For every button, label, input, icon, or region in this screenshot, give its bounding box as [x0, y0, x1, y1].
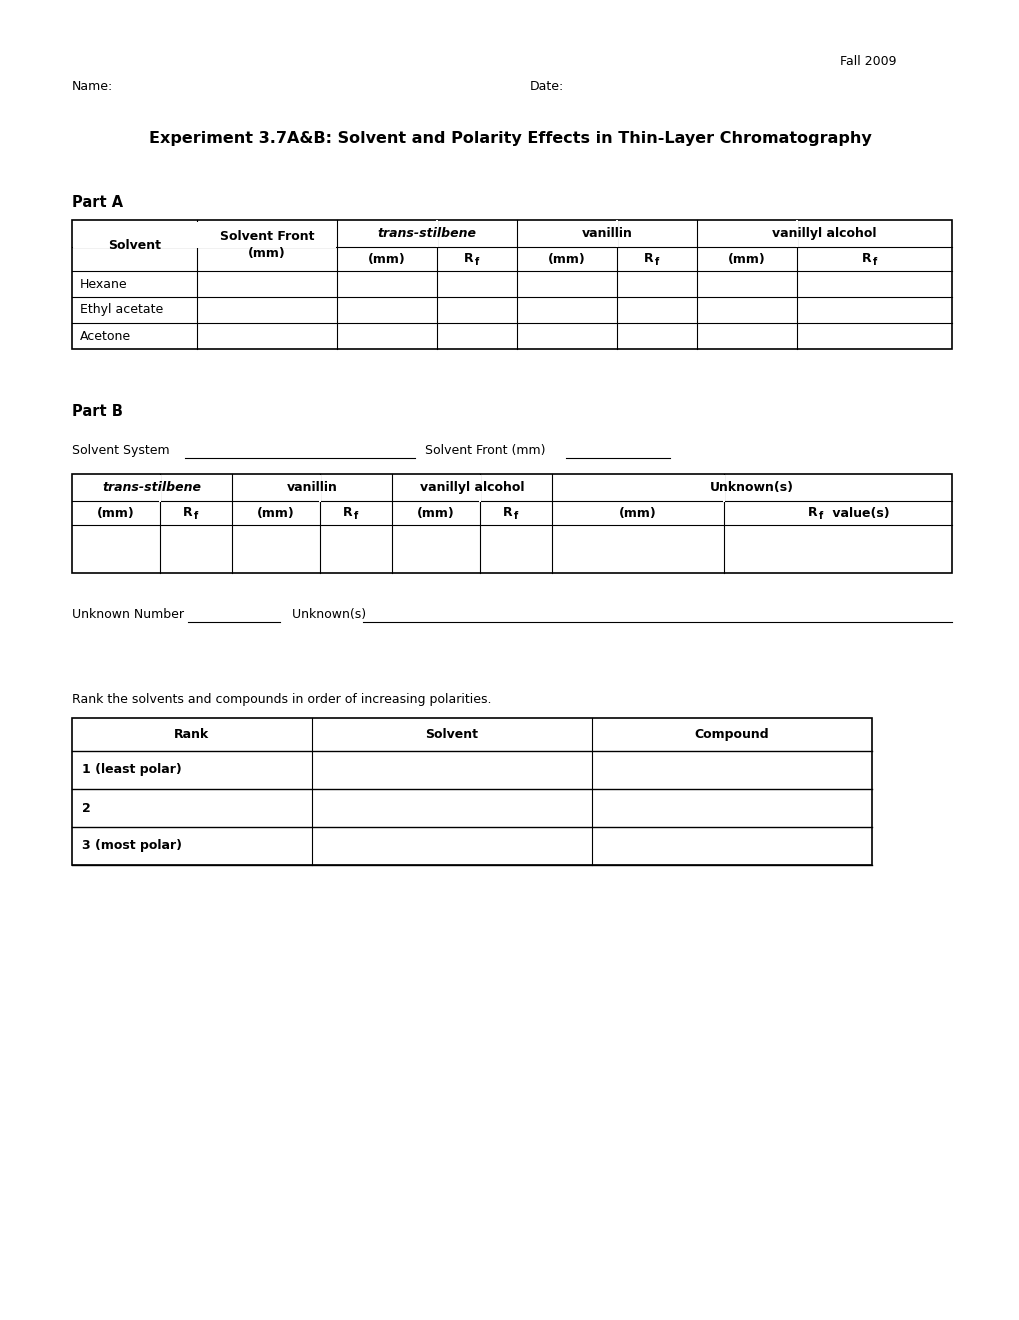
Text: Rank the solvents and compounds in order of increasing polarities.: Rank the solvents and compounds in order…	[72, 693, 491, 706]
Bar	[795, 220, 797, 247]
Bar	[72, 220, 951, 348]
Text: (mm): (mm)	[547, 252, 585, 265]
Text: f: f	[871, 257, 876, 267]
Bar	[435, 220, 437, 247]
Text: Unknown Number: Unknown Number	[72, 609, 187, 620]
Text: vanillyl alcohol: vanillyl alcohol	[420, 480, 524, 494]
Text: f: f	[818, 511, 822, 521]
Text: R: R	[503, 507, 513, 520]
Text: R: R	[861, 252, 870, 265]
Text: Fall 2009: Fall 2009	[840, 55, 896, 69]
Bar	[72, 718, 871, 865]
Text: Solvent System: Solvent System	[72, 444, 173, 457]
Text: 2: 2	[82, 801, 91, 814]
Text: f: f	[194, 511, 198, 521]
Bar	[319, 475, 321, 502]
Bar	[722, 475, 725, 502]
Text: f: f	[654, 257, 658, 267]
Bar	[615, 220, 618, 247]
Text: vanillyl alcohol: vanillyl alcohol	[771, 227, 876, 240]
Text: R: R	[183, 507, 193, 520]
Text: Solvent: Solvent	[108, 239, 161, 252]
Bar	[73, 222, 335, 248]
Text: Acetone: Acetone	[79, 330, 131, 342]
Text: Solvent Front (mm): Solvent Front (mm)	[425, 444, 545, 457]
Text: f: f	[475, 257, 479, 267]
Text: 3 (most polar): 3 (most polar)	[82, 840, 181, 853]
Text: Unknown(s): Unknown(s)	[709, 480, 793, 494]
Text: (mm): (mm)	[619, 507, 656, 520]
Text: Unknown(s): Unknown(s)	[291, 609, 370, 620]
Text: Ethyl acetate: Ethyl acetate	[79, 304, 163, 317]
Text: Part A: Part A	[72, 195, 123, 210]
Text: R: R	[644, 252, 653, 265]
Text: (mm): (mm)	[368, 252, 406, 265]
Text: value(s): value(s)	[827, 507, 889, 520]
Text: Rank: Rank	[174, 729, 210, 741]
Text: vanillin: vanillin	[286, 480, 337, 494]
Text: trans-stilbene: trans-stilbene	[377, 227, 476, 240]
Text: (mm): (mm)	[417, 507, 454, 520]
Text: R: R	[808, 507, 817, 520]
Bar	[72, 474, 951, 573]
Text: R: R	[343, 507, 353, 520]
Text: Date:: Date:	[530, 81, 564, 92]
Text: f: f	[354, 511, 358, 521]
Text: Solvent Front
(mm): Solvent Front (mm)	[219, 231, 314, 260]
Text: (mm): (mm)	[728, 252, 765, 265]
Text: (mm): (mm)	[97, 507, 135, 520]
Text: Hexane: Hexane	[79, 277, 127, 290]
Text: Name:: Name:	[72, 81, 113, 92]
Text: Part B: Part B	[72, 404, 122, 418]
Bar	[159, 475, 161, 502]
Text: R: R	[464, 252, 474, 265]
Text: trans-stilbene: trans-stilbene	[102, 480, 202, 494]
Text: f: f	[514, 511, 518, 521]
Text: Compound: Compound	[694, 729, 768, 741]
Text: (mm): (mm)	[257, 507, 294, 520]
Bar	[479, 475, 481, 502]
Text: 1 (least polar): 1 (least polar)	[82, 763, 181, 776]
Text: Experiment 3.7A&B: Solvent and Polarity Effects in Thin-Layer Chromatography: Experiment 3.7A&B: Solvent and Polarity …	[149, 131, 870, 145]
Text: vanillin: vanillin	[581, 227, 632, 240]
Text: Solvent: Solvent	[425, 729, 478, 741]
